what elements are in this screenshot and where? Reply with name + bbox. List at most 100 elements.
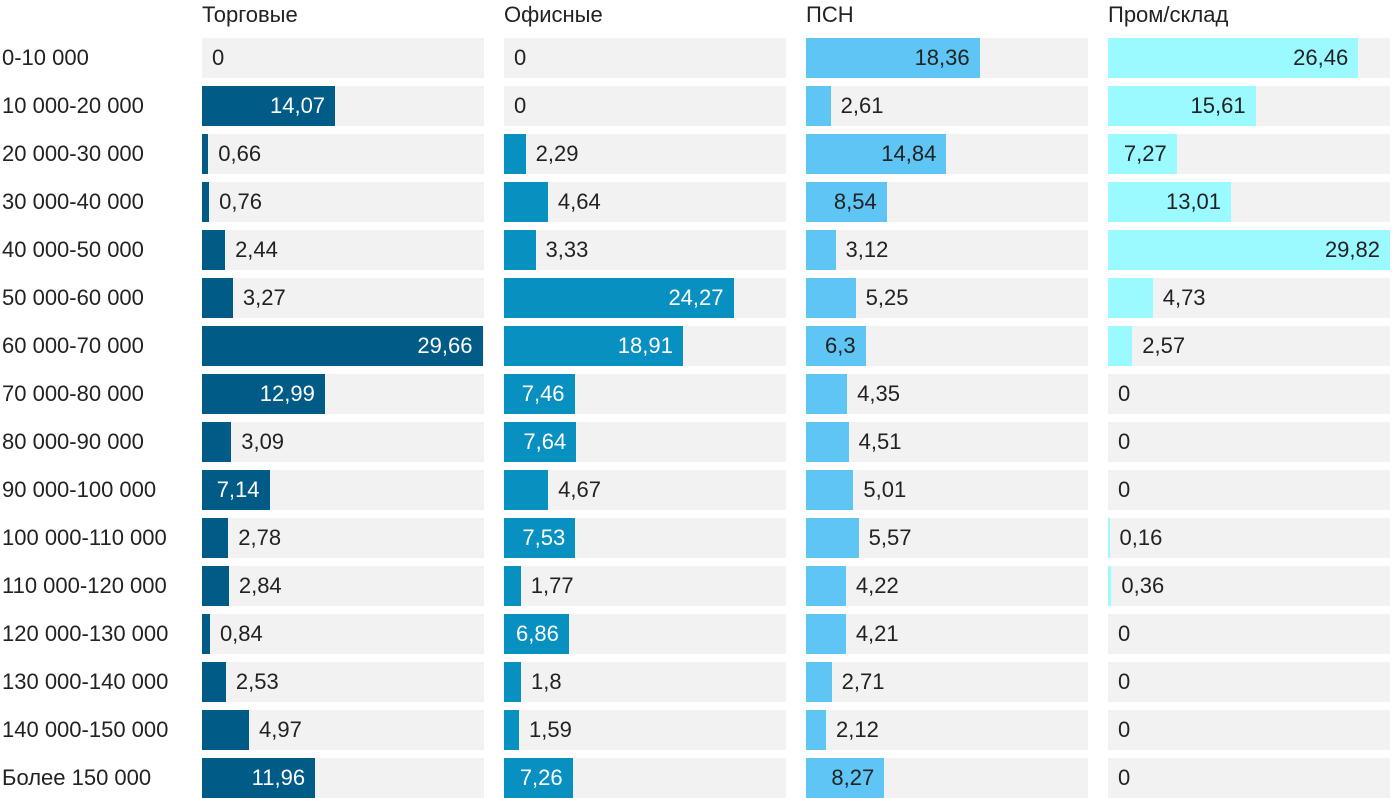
bar — [806, 614, 846, 654]
bar-track: 5,01 — [806, 470, 1088, 510]
bar — [504, 758, 573, 798]
category-label: 80 000-90 000 — [2, 429, 144, 454]
bar — [202, 134, 209, 174]
series-header: Пром/склад — [1108, 2, 1229, 27]
data-label: 7,14 — [216, 477, 260, 502]
bar — [202, 710, 249, 750]
bar-track: 0 — [504, 38, 786, 78]
data-label: 18,36 — [914, 45, 970, 70]
data-label: 4,67 — [558, 477, 601, 502]
data-label: 3,33 — [545, 237, 589, 262]
category-label: 40 000-50 000 — [2, 237, 144, 262]
bar-track: 2,12 — [806, 710, 1088, 750]
bar-track: 0 — [1108, 422, 1390, 462]
bar — [504, 182, 548, 222]
bar-track: 8,54 — [806, 182, 1088, 222]
bar-track: 4,22 — [806, 566, 1088, 606]
data-label: 2,12 — [836, 717, 879, 742]
bar-track: 0 — [1108, 758, 1390, 798]
bar-track: 3,27 — [202, 278, 484, 318]
bar — [504, 374, 575, 414]
data-label: 0 — [1118, 429, 1131, 454]
data-label: 2,71 — [841, 669, 885, 694]
category-label: 140 000-150 000 — [2, 717, 169, 742]
bar-track: 4,67 — [504, 470, 786, 510]
bar — [504, 518, 576, 558]
bar-track: 0 — [1108, 614, 1390, 654]
bar — [202, 374, 325, 414]
category-label: 0-10 000 — [2, 45, 89, 70]
bar — [202, 758, 316, 798]
data-label: 0 — [1118, 477, 1131, 502]
bar-track: 2,78 — [202, 518, 484, 558]
bar-track: 13,01 — [1108, 182, 1390, 222]
category-label: 110 000-120 000 — [2, 573, 167, 598]
bar — [806, 566, 846, 606]
bar — [806, 518, 859, 558]
bar-track: 18,91 — [504, 326, 786, 366]
bar — [504, 614, 569, 654]
bar — [806, 134, 947, 174]
data-label: 3,12 — [845, 237, 889, 262]
bar — [202, 566, 229, 606]
bar-track: 4,97 — [202, 710, 484, 750]
bar-track: 7,14 — [202, 470, 484, 510]
bar-track: 1,77 — [504, 566, 786, 606]
bar — [202, 662, 226, 702]
bar-track: 7,53 — [504, 518, 786, 558]
category-label: 90 000-100 000 — [2, 477, 157, 502]
bar — [202, 614, 210, 654]
category-label: 50 000-60 000 — [2, 285, 144, 310]
bar — [1108, 86, 1256, 126]
bar — [1108, 566, 1112, 606]
data-label: 0 — [1118, 765, 1131, 790]
data-label: 2,78 — [238, 525, 282, 550]
bar — [202, 278, 233, 318]
bar-track: 14,07 — [202, 86, 484, 126]
bar — [806, 326, 866, 366]
bar — [504, 710, 519, 750]
bar — [806, 758, 885, 798]
bar — [806, 470, 854, 510]
data-label: 4,51 — [858, 429, 902, 454]
data-label: 7,26 — [519, 765, 563, 790]
data-label: 4,21 — [855, 621, 899, 646]
bar — [806, 374, 848, 414]
data-label: 4,73 — [1162, 285, 1206, 310]
bar — [1108, 230, 1390, 270]
bar — [504, 134, 526, 174]
data-label: 3,27 — [242, 285, 286, 310]
data-label: 11,96 — [251, 765, 306, 790]
data-label: 0 — [1118, 669, 1131, 694]
data-label: 2,84 — [238, 573, 282, 598]
bar-track: 4,51 — [806, 422, 1088, 462]
bar — [504, 566, 521, 606]
bar — [806, 86, 831, 126]
bar-track: 6,3 — [806, 326, 1088, 366]
bar-track: 29,66 — [202, 326, 484, 366]
category-label: 130 000-140 000 — [2, 669, 169, 694]
data-label: 4,35 — [857, 381, 900, 406]
bar-track: 3,12 — [806, 230, 1088, 270]
bar — [202, 230, 226, 270]
bar-track: 2,53 — [202, 662, 484, 702]
category-label: 120 000-130 000 — [2, 621, 169, 646]
bar-track: 6,86 — [504, 614, 786, 654]
bar — [504, 470, 549, 510]
category-label: 20 000-30 000 — [2, 141, 144, 166]
bar-track: 2,44 — [202, 230, 484, 270]
data-label: 0,66 — [218, 141, 262, 166]
bar — [1108, 38, 1359, 78]
data-label: 0 — [1118, 717, 1131, 742]
data-label: 1,59 — [529, 717, 572, 742]
data-label: 0,16 — [1119, 525, 1163, 550]
bar — [806, 182, 887, 222]
data-label: 0 — [1118, 621, 1131, 646]
bar-track: 0 — [1108, 470, 1390, 510]
bar-track: 0 — [504, 86, 786, 126]
data-label: 5,01 — [863, 477, 907, 502]
bar-track: 2,57 — [1108, 326, 1390, 366]
series-header: ПСН — [806, 2, 854, 27]
data-label: 2,53 — [235, 669, 279, 694]
